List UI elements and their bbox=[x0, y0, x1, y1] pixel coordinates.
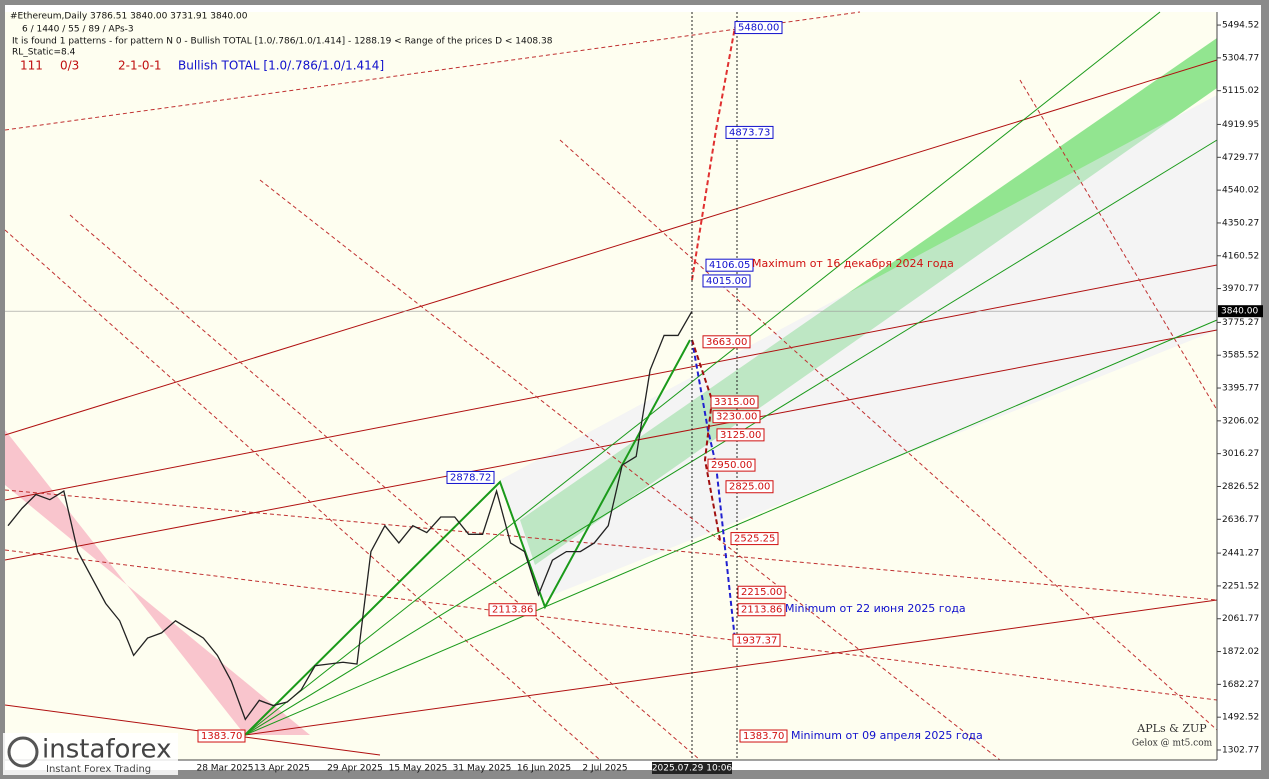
y-tick-label: 1872.02 bbox=[1222, 647, 1259, 657]
x-tick-label: 29 Apr 2025 bbox=[327, 764, 383, 774]
credit: APLs & ZUP bbox=[1136, 722, 1207, 735]
y-tick-label: 4729.77 bbox=[1222, 153, 1259, 163]
fork-zone bbox=[500, 95, 1217, 600]
price-label: 2113.86 bbox=[741, 605, 782, 616]
price-label-box bbox=[732, 633, 781, 647]
y-tick-label: 2251.52 bbox=[1222, 581, 1259, 591]
price-label-box bbox=[737, 603, 786, 617]
price-label-box bbox=[488, 603, 537, 617]
price-label-box bbox=[712, 410, 761, 424]
watermark-logo bbox=[7, 736, 39, 768]
y-tick-label: 4919.95 bbox=[1222, 120, 1259, 130]
settings-info: 6 / 1440 / 55 / 89 / APs-3 bbox=[22, 25, 134, 35]
price-label-box bbox=[737, 585, 786, 599]
price-line bbox=[7, 310, 693, 721]
price-label: 2825.00 bbox=[729, 482, 770, 493]
x-tick-label: 15 May 2025 bbox=[389, 764, 448, 774]
y-tick-label: 1682.27 bbox=[1222, 680, 1259, 690]
x-tick-label: 31 May 2025 bbox=[453, 764, 512, 774]
status: 111 bbox=[20, 59, 43, 73]
price-label: 2950.00 bbox=[711, 460, 752, 471]
status: 0/3 bbox=[60, 59, 79, 73]
y-tick-label: 4160.52 bbox=[1222, 251, 1259, 261]
price-label-box bbox=[197, 729, 246, 743]
y-tick-label: 3775.27 bbox=[1222, 318, 1259, 328]
y-tick-label: 2636.77 bbox=[1222, 515, 1259, 525]
y-tick-label: 1302.77 bbox=[1222, 746, 1259, 756]
price-label: 4015.00 bbox=[706, 276, 747, 287]
price-label: 4873.73 bbox=[729, 127, 770, 138]
symbol-info: #Ethereum,Daily 3786.51 3840.00 3731.91 … bbox=[10, 12, 248, 22]
pattern-info: It is found 1 patterns - for pattern N 0… bbox=[12, 37, 553, 47]
price-label: 2525.25 bbox=[734, 534, 775, 545]
price-label-box bbox=[730, 532, 779, 546]
current-price-label: 3840.00 bbox=[1221, 307, 1258, 317]
status: 2-1-0-1 bbox=[118, 59, 162, 73]
annotation: Minimum от 09 апреля 2025 года bbox=[791, 729, 983, 742]
status: Bullish TOTAL [1.0/.786/1.0/1.414] bbox=[178, 59, 384, 73]
y-tick-label: 5494.52 bbox=[1222, 21, 1259, 31]
current-price-box bbox=[1218, 305, 1263, 318]
price-label: 2878.72 bbox=[450, 472, 491, 483]
pitchfork-lines bbox=[4, 59, 1218, 756]
price-label-box bbox=[702, 335, 751, 349]
x-current-box bbox=[652, 762, 732, 774]
annotation: Maximum от 16 декабря 2024 года bbox=[752, 257, 954, 270]
x-tick-label: 28 Mar 2025 bbox=[196, 764, 253, 774]
y-tick-label: 2826.52 bbox=[1222, 482, 1259, 492]
y-tick-label: 3970.77 bbox=[1222, 284, 1259, 294]
credit: Gelox @ mt5.com bbox=[1132, 739, 1213, 749]
dashed-lines bbox=[4, 11, 1218, 761]
y-tick-label: 3585.52 bbox=[1222, 351, 1259, 361]
price-label-box bbox=[710, 395, 759, 409]
y-tick-label: 3206.02 bbox=[1222, 416, 1259, 426]
price-label-box bbox=[725, 125, 774, 139]
x-tick-label: 2 Jul 2025 bbox=[582, 764, 627, 774]
price-label: 3315.00 bbox=[714, 397, 755, 408]
price-label: 3230.00 bbox=[716, 412, 757, 423]
watermark-tagline: Instant Forex Trading bbox=[46, 764, 151, 775]
price-label-box bbox=[739, 729, 788, 743]
price-label-box bbox=[725, 480, 774, 494]
price-label-box bbox=[734, 21, 783, 35]
y-tick-label: 2441.27 bbox=[1222, 549, 1259, 559]
y-tick-label: 5304.77 bbox=[1222, 53, 1259, 63]
price-label: 1383.70 bbox=[743, 731, 784, 742]
price-label: 1937.37 bbox=[736, 635, 777, 646]
rl-static: RL_Static=8.4 bbox=[12, 48, 76, 58]
y-tick-label: 2061.77 bbox=[1222, 614, 1259, 624]
price-label: 4106.05 bbox=[709, 260, 750, 271]
price-label-box bbox=[716, 428, 765, 442]
y-tick-label: 3395.77 bbox=[1222, 384, 1259, 394]
price-label: 5480.00 bbox=[738, 23, 779, 34]
y-tick-label: 3016.27 bbox=[1222, 449, 1259, 459]
price-label: 3663.00 bbox=[706, 337, 747, 348]
x-tick-label: 16 Jun 2025 bbox=[517, 764, 571, 774]
price-label-box bbox=[446, 470, 495, 484]
price-label: 2113.86 bbox=[492, 605, 533, 616]
price-label: 1383.70 bbox=[201, 731, 242, 742]
y-tick-label: 4540.02 bbox=[1222, 186, 1259, 196]
price-label: 3125.00 bbox=[720, 430, 761, 441]
watermark: instaforex bbox=[42, 735, 171, 765]
x-tick-label: 2025.07.29 10:06 bbox=[652, 764, 733, 774]
price-label-box bbox=[705, 258, 754, 272]
y-tick-label: 4350.27 bbox=[1222, 218, 1259, 228]
y-tick-label: 1492.52 bbox=[1222, 713, 1259, 723]
y-tick-label: 5115.02 bbox=[1222, 86, 1259, 96]
annotation: Minimum от 22 июня 2025 года bbox=[785, 602, 966, 615]
projection bbox=[691, 26, 736, 641]
price-label-box bbox=[702, 274, 751, 288]
price-label: 2215.00 bbox=[741, 587, 782, 598]
x-tick-label: 13 Apr 2025 bbox=[254, 764, 310, 774]
price-label-box bbox=[707, 458, 756, 472]
